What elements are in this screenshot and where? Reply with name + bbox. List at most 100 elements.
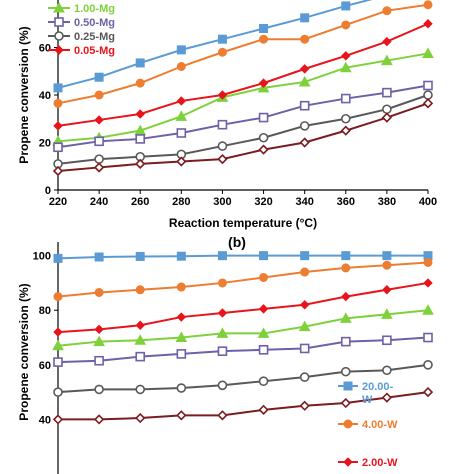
data-point <box>176 45 186 55</box>
data-point <box>340 93 351 104</box>
data-point <box>299 137 310 148</box>
data-point <box>53 142 63 153</box>
data-point <box>300 34 310 44</box>
data-point <box>381 112 393 123</box>
data-point <box>382 6 392 16</box>
data-point <box>382 87 392 98</box>
legend-swatch-marker <box>54 45 64 55</box>
data-point <box>93 162 105 173</box>
data-point <box>298 320 311 332</box>
data-point <box>341 291 351 302</box>
data-point <box>94 154 104 164</box>
y-tick-label: 0 <box>45 185 51 197</box>
data-point <box>341 251 351 261</box>
data-point <box>176 128 187 138</box>
data-point <box>53 357 63 367</box>
data-point <box>176 383 187 393</box>
data-point <box>341 1 351 11</box>
data-point <box>340 366 351 377</box>
chart-a-xlabel: Reaction temperature (°C) <box>169 216 317 230</box>
data-point <box>423 90 433 100</box>
data-point <box>175 331 188 343</box>
data-point <box>53 98 63 108</box>
data-point <box>53 327 63 337</box>
data-point <box>339 61 352 73</box>
legend-swatch-marker <box>54 31 64 41</box>
data-point <box>300 13 310 23</box>
data-point <box>381 308 393 319</box>
series-line <box>57 281 429 334</box>
data-point <box>53 121 63 131</box>
data-point <box>341 263 351 273</box>
data-point <box>217 278 227 288</box>
data-point <box>258 132 269 143</box>
legend-entry: 0.50-Mg <box>48 17 115 29</box>
x-tick-label: 300 <box>213 196 231 208</box>
data-point <box>341 20 351 30</box>
data-point <box>176 96 187 106</box>
x-tick-label: 320 <box>254 196 272 208</box>
data-point <box>217 380 228 391</box>
data-point <box>217 153 228 165</box>
legend-entry: 1.00-Mg <box>48 1 115 15</box>
data-point <box>217 90 228 100</box>
series-line <box>57 102 429 172</box>
x-tick-label: 240 <box>90 196 108 208</box>
data-point <box>135 78 145 88</box>
series-line <box>57 3 429 105</box>
data-point <box>216 327 229 338</box>
series-0 <box>53 251 433 263</box>
legend-label: 1.00-Mg <box>74 3 115 15</box>
series-2 <box>52 47 434 146</box>
data-point <box>135 384 146 395</box>
data-point <box>176 349 187 359</box>
legend-label: 2.00-W <box>362 457 398 469</box>
data-point <box>258 304 269 314</box>
data-point <box>52 339 64 351</box>
series-1 <box>53 257 433 302</box>
chart-b: (b) Propene conversion (%) 40 60 80 100 20.0… <box>17 234 434 474</box>
x-tick-label: 380 <box>378 196 396 208</box>
y-tick-label: 20 <box>39 138 51 150</box>
data-point <box>217 119 228 130</box>
data-point <box>423 360 433 370</box>
data-point <box>423 332 433 343</box>
data-point <box>176 62 186 71</box>
data-point <box>382 104 392 115</box>
series-line <box>57 254 428 260</box>
series-0 <box>53 0 373 93</box>
y-tick-label: 60 <box>39 43 51 55</box>
data-point <box>93 414 105 425</box>
series-5 <box>53 19 433 131</box>
data-point <box>382 251 392 261</box>
series-line <box>57 84 429 149</box>
data-point <box>299 64 310 74</box>
data-point <box>94 287 104 297</box>
series-line <box>57 363 429 394</box>
x-tick-label: 260 <box>131 196 149 208</box>
data-point <box>258 345 269 355</box>
data-point <box>135 320 145 330</box>
data-point <box>176 410 187 421</box>
data-point <box>135 251 145 261</box>
data-point <box>423 257 433 267</box>
series-2 <box>52 304 434 351</box>
data-point <box>381 54 393 66</box>
data-point <box>217 34 227 44</box>
series-3 <box>53 80 433 153</box>
data-point <box>258 376 269 387</box>
data-point <box>258 404 269 415</box>
legend-label: 4.00-W <box>362 419 398 431</box>
data-point <box>340 397 351 409</box>
data-point <box>53 292 63 302</box>
data-point <box>53 83 63 93</box>
data-point <box>298 75 311 87</box>
data-point <box>381 392 393 403</box>
data-point <box>52 165 64 177</box>
data-point <box>423 19 433 29</box>
data-point <box>217 308 228 318</box>
data-point <box>382 260 392 270</box>
data-point <box>299 100 310 111</box>
data-point <box>299 372 310 382</box>
